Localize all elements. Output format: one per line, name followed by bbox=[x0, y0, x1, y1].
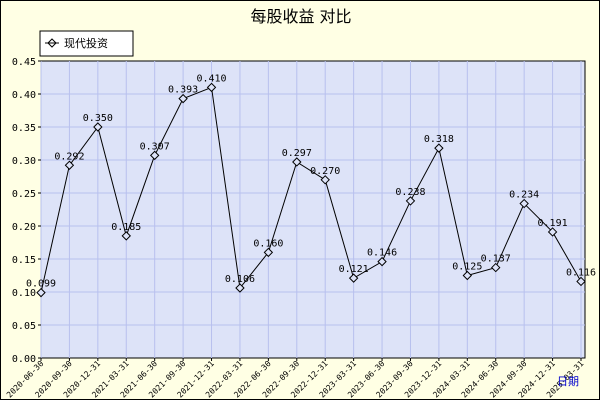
data-point-marker bbox=[149, 150, 160, 161]
data-label: 0.137 bbox=[481, 254, 511, 265]
data-label: 0.099 bbox=[26, 279, 56, 290]
data-point-marker bbox=[263, 247, 274, 258]
data-point-marker bbox=[292, 157, 302, 167]
gridlines bbox=[40, 61, 585, 358]
data-label: 0.146 bbox=[367, 248, 397, 259]
data-label: 0.297 bbox=[282, 148, 312, 159]
data-point-marker bbox=[178, 93, 188, 104]
y-tick-label: 0.35 bbox=[12, 123, 36, 134]
data-point-marker bbox=[64, 160, 75, 170]
data-point-marker bbox=[36, 287, 46, 298]
series-line bbox=[40, 86, 582, 293]
data-point-marker bbox=[377, 256, 387, 267]
y-tick-label: 0.15 bbox=[12, 255, 36, 266]
legend: 现代投资 bbox=[39, 30, 134, 57]
data-label: 0.185 bbox=[111, 222, 141, 233]
data-point-marker bbox=[206, 82, 217, 93]
chart-title: 每股收益 对比 bbox=[250, 7, 351, 26]
legend-diamond-marker bbox=[47, 38, 57, 48]
data-label: 0.393 bbox=[168, 85, 198, 96]
data-label: 0.234 bbox=[509, 190, 539, 201]
data-point-marker bbox=[121, 231, 131, 241]
data-label: 0.106 bbox=[225, 274, 255, 285]
data-label: 0.116 bbox=[566, 267, 596, 278]
data-label: 0.292 bbox=[54, 151, 84, 162]
y-tick-label: 0.40 bbox=[12, 90, 36, 101]
data-point-marker bbox=[491, 262, 501, 273]
data-point-marker bbox=[320, 175, 330, 185]
data-point-marker bbox=[348, 273, 359, 283]
data-label: 0.238 bbox=[395, 187, 425, 198]
data-label: 0.191 bbox=[538, 218, 568, 229]
data-label: 0.160 bbox=[253, 238, 283, 249]
x-axis: 2020-06-302020-09-302020-12-312021-03-31… bbox=[5, 358, 586, 399]
data-point-marker bbox=[519, 198, 529, 209]
data-point-marker bbox=[547, 227, 558, 237]
series-polyline bbox=[40, 86, 582, 293]
data-label: 0.410 bbox=[196, 73, 226, 84]
y-tick-label: 0.00 bbox=[12, 354, 36, 365]
data-label: 0.125 bbox=[452, 262, 482, 273]
data-label: 0.121 bbox=[339, 264, 369, 275]
y-tick-label: 0.25 bbox=[12, 189, 36, 200]
y-tick-label: 0.10 bbox=[12, 288, 36, 299]
data-label: 0.350 bbox=[83, 113, 113, 124]
legend-label: 现代投资 bbox=[64, 36, 108, 50]
data-points bbox=[36, 82, 586, 298]
y-tick-label: 0.30 bbox=[12, 156, 36, 167]
data-label: 0.318 bbox=[424, 134, 454, 145]
data-point-marker bbox=[93, 122, 103, 132]
plot-area bbox=[40, 60, 586, 359]
x-axis-unit-label[interactable]: 日期 bbox=[557, 375, 579, 388]
data-label: 0.307 bbox=[140, 141, 170, 152]
data-point-marker bbox=[462, 270, 473, 281]
data-point-marker bbox=[405, 196, 416, 206]
y-tick-label: 0.45 bbox=[12, 57, 36, 68]
y-tick-label: 0.20 bbox=[12, 222, 36, 233]
y-tick-label: 0.05 bbox=[12, 321, 36, 332]
data-point-marker bbox=[576, 276, 586, 287]
data-label: 0.270 bbox=[310, 166, 340, 177]
y-axis: 0.00 0.05 0.10 0.15 0.20 0.25 0.30 0.35 0.40 0.45 bbox=[12, 57, 41, 365]
data-point-marker bbox=[434, 143, 444, 153]
data-point-marker bbox=[235, 283, 245, 293]
